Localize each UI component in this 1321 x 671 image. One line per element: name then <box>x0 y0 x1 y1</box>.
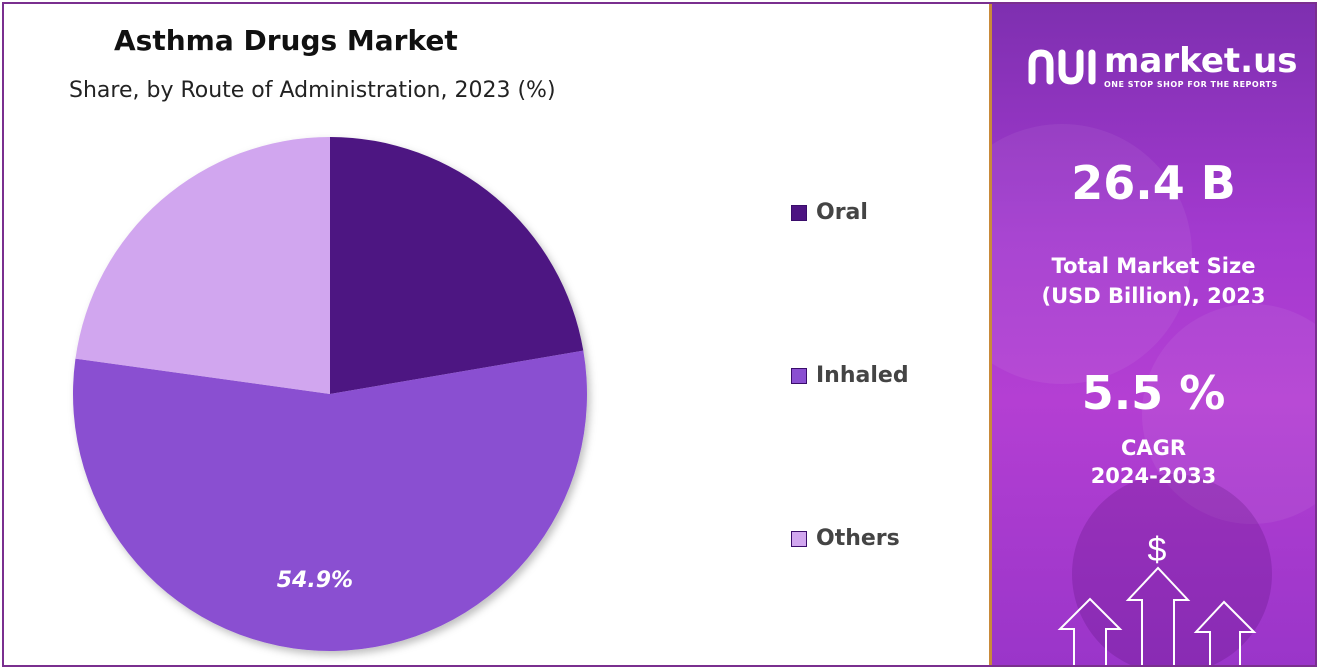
decor-circle <box>992 124 1192 384</box>
pie-labels-group: 54.9% <box>277 568 353 593</box>
chart-subtitle: Share, by Route of Administration, 2023 … <box>69 78 556 103</box>
pie-slice-others <box>75 137 330 394</box>
cagr-label-line1: CAGR <box>1120 436 1187 460</box>
stats-panel: market.us ONE STOP SHOP FOR THE REPORTS … <box>989 4 1315 665</box>
logo-name: market.us <box>1104 41 1298 81</box>
legend-label: Others <box>816 526 900 551</box>
growth-arrows-icon: $ <box>1057 531 1257 665</box>
decor-circle <box>1142 304 1315 524</box>
pie-slice-inhaled <box>72 350 588 651</box>
chart-panel: Asthma Drugs Market Share, by Route of A… <box>4 4 989 665</box>
market-us-logo-icon <box>1028 48 1096 85</box>
pie-slices-group <box>72 137 588 651</box>
cagr-value: 5.5 % <box>1081 366 1226 420</box>
legend-item-others: Others <box>791 526 900 551</box>
legend-swatch <box>791 530 807 547</box>
legend-item-inhaled: Inhaled <box>791 363 909 388</box>
market-size-label-line2: (USD Billion), 2023 <box>1041 284 1266 308</box>
legend-swatch <box>791 367 807 384</box>
legend-label: Oral <box>816 200 868 225</box>
legend-item-oral: Oral <box>791 200 868 225</box>
pie-slice-oral <box>330 137 584 394</box>
chart-title: Asthma Drugs Market <box>114 24 458 57</box>
pie-chart: 54.9% <box>72 137 588 651</box>
market-size-value: 26.4 B <box>1071 156 1236 210</box>
cagr-label-line2: 2024-2033 <box>1090 464 1217 488</box>
legend-swatch <box>791 204 807 221</box>
logo-tagline: ONE STOP SHOP FOR THE REPORTS <box>1104 80 1278 89</box>
market-size-label-line1: Total Market Size <box>1051 254 1256 278</box>
brand-logo: market.us ONE STOP SHOP FOR THE REPORTS <box>1028 44 1298 89</box>
data-label-inhaled: 54.9% <box>277 568 353 593</box>
legend-label: Inhaled <box>816 363 909 388</box>
dollar-icon: $ <box>1148 531 1167 569</box>
